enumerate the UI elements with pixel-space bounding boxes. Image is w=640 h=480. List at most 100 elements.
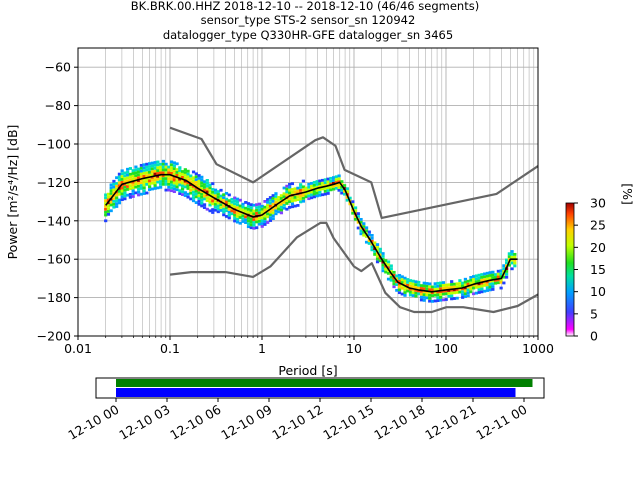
density-cell [323, 189, 327, 193]
density-cell [222, 196, 226, 199]
density-cell [208, 186, 212, 190]
density-cell [112, 188, 116, 192]
density-cell [213, 188, 218, 192]
density-cell [466, 282, 470, 286]
timeline-tick-label: 12-10 12 [269, 402, 325, 443]
density-cell [227, 216, 231, 220]
density-cell [123, 194, 127, 198]
density-cell [142, 186, 146, 190]
density-cell [109, 203, 113, 207]
density-cell [430, 288, 435, 292]
density-cell [172, 164, 176, 168]
density-cell [488, 279, 492, 283]
density-cell [351, 211, 355, 215]
density-cell [139, 181, 143, 185]
density-cell [249, 203, 253, 207]
density-cell [169, 169, 174, 172]
density-cell [208, 209, 212, 213]
density-cell [496, 278, 500, 282]
x-tick-label: 0.01 [64, 341, 92, 356]
density-cell [180, 170, 185, 173]
density-cell [455, 285, 459, 289]
density-cell [362, 222, 366, 226]
density-cell [386, 260, 391, 264]
density-cell [299, 197, 303, 201]
density-cell [246, 202, 251, 205]
density-cell [112, 182, 116, 186]
density-cell [156, 169, 160, 172]
density-cell [238, 216, 242, 219]
density-cell [145, 177, 149, 180]
density-cell [145, 182, 149, 186]
density-cell [131, 195, 135, 198]
density-cell [290, 188, 295, 191]
density-cell [296, 198, 300, 202]
density-cell [186, 192, 190, 196]
y-tick-label: −80 [45, 98, 71, 113]
density-cell [342, 189, 347, 193]
density-cell [112, 197, 116, 200]
density-cell [260, 222, 264, 225]
density-cell [260, 204, 264, 208]
density-cell [513, 258, 517, 262]
density-cell [255, 211, 259, 215]
density-cell [109, 200, 113, 204]
density-cell [299, 183, 303, 187]
density-cell [461, 281, 465, 285]
density-cell [458, 282, 462, 285]
density-cell [211, 193, 215, 197]
density-cell [400, 281, 404, 284]
density-cell [510, 255, 514, 259]
density-cell [131, 172, 135, 175]
density-cell [477, 279, 481, 283]
density-cell [252, 226, 256, 230]
density-cell [175, 185, 179, 189]
density-cell [178, 172, 182, 175]
density-cell [310, 196, 314, 200]
density-cell [172, 184, 176, 188]
density-cell [148, 170, 152, 174]
density-cell [403, 279, 407, 283]
density-cell [414, 294, 418, 298]
density-cell [425, 284, 429, 288]
density-cell [285, 184, 289, 188]
density-cell [488, 282, 492, 286]
density-cell [134, 177, 138, 180]
density-cell [233, 216, 237, 220]
density-cell [148, 167, 152, 171]
density-cell [109, 186, 113, 190]
timeline-bar-blue [116, 388, 516, 397]
density-cell [301, 199, 306, 203]
density-cell [109, 192, 113, 195]
density-cell [277, 210, 281, 214]
colorbar-scale [565, 202, 575, 337]
density-cell [216, 201, 220, 205]
density-cell [452, 282, 457, 286]
density-cell [202, 206, 207, 209]
density-cell [436, 299, 440, 303]
density-cell [104, 207, 108, 211]
density-cell [263, 214, 267, 218]
density-cell [194, 183, 198, 187]
density-cell [301, 194, 306, 197]
density-cell [378, 253, 382, 257]
density-cell [106, 204, 111, 208]
density-cell [246, 205, 251, 208]
density-cell [458, 284, 462, 288]
density-cell [505, 270, 509, 273]
density-cell [139, 169, 143, 173]
density-cell [397, 279, 402, 283]
density-cell [510, 253, 514, 256]
density-cell [384, 270, 388, 274]
density-cell [491, 270, 495, 274]
density-cell [180, 172, 185, 176]
density-cell [175, 171, 179, 174]
density-cell [480, 290, 484, 294]
density-cell [359, 232, 363, 236]
density-cell [117, 184, 122, 188]
density-cell [414, 288, 418, 292]
density-cell [458, 287, 462, 291]
density-cell [480, 281, 484, 285]
density-cell [408, 284, 413, 288]
density-cell [397, 291, 402, 295]
